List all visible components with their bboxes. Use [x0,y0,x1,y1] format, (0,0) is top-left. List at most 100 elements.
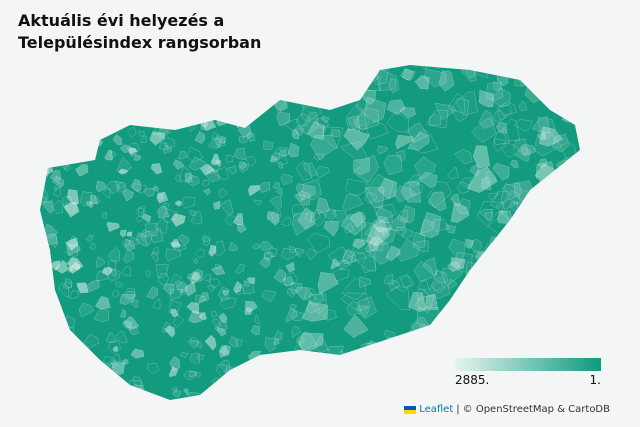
municipality-cell [129,146,138,155]
municipality-cell [418,279,430,292]
leaflet-link[interactable]: Leaflet [419,404,454,415]
municipality-cell [539,126,564,147]
municipality-cell [169,65,182,77]
municipality-cell [114,65,126,66]
municipality-cell [222,65,233,72]
municipality-cell [299,67,318,82]
municipality-cell [246,277,256,285]
municipality-cell [356,65,374,77]
municipality-cell [315,117,330,132]
municipality-cell [315,166,330,179]
municipality-cell [180,352,189,358]
municipality-cell [150,251,159,263]
municipality-cell [107,267,121,282]
municipality-cell [323,220,339,237]
municipality-cell [561,284,579,301]
municipality-cell [133,153,141,161]
municipality-cell [570,316,580,344]
municipality-cell [158,65,174,69]
municipality-cell [135,104,145,114]
legend: 2885. 1. [455,358,601,387]
legend-labels: 2885. 1. [455,373,601,387]
municipality-cell [487,280,502,294]
municipality-cell [447,166,459,179]
municipality-cell [63,163,71,172]
municipality-cell [296,335,305,344]
municipality-cell [178,94,192,113]
municipality-cell [454,252,473,274]
municipality-cell [245,156,257,167]
municipality-cell [266,210,280,226]
municipality-cell [561,230,575,243]
municipality-cell [281,78,295,91]
municipality-cell [86,279,100,292]
municipality-cell [544,325,557,335]
municipality-cell [487,307,506,325]
municipality-cell [205,169,221,183]
municipality-cell [322,126,344,150]
municipality-cell [397,388,411,400]
municipality-cell [222,86,230,96]
municipality-cell [81,354,91,366]
municipality-cell [490,87,512,108]
municipality-cell [100,79,114,94]
municipality-cell [108,260,117,271]
municipality-cell [494,311,516,331]
municipality-cell [364,187,385,209]
municipality-cell [496,271,509,282]
municipality-cell [360,73,372,86]
municipality-cell [122,187,135,202]
municipality-cell [356,296,377,320]
municipality-cell [40,338,46,345]
municipality-cell [144,223,158,237]
municipality-cell [115,181,126,193]
municipality-cell [170,239,181,248]
municipality-cell [518,100,528,112]
municipality-cell [414,75,430,90]
municipality-cell [447,92,466,114]
municipality-cell [85,140,96,150]
municipality-cell [310,209,327,227]
municipality-cell [244,390,256,400]
municipality-cell [558,230,580,253]
municipality-cell [342,361,359,381]
municipality-cell [304,210,321,223]
municipality-cell [496,121,507,134]
municipality-cell [341,277,367,301]
municipality-cell [50,260,61,271]
municipality-cell [542,300,562,322]
municipality-cell [567,224,580,239]
municipality-cell [130,348,145,359]
municipality-cell [343,314,369,338]
municipality-cell [186,392,201,400]
municipality-cell [340,292,371,312]
municipality-cell [163,136,176,150]
municipality-cell [291,203,307,217]
municipality-cell [269,155,278,163]
municipality-cell [402,355,419,367]
municipality-cell [133,110,143,123]
municipality-cell [246,132,253,139]
municipality-cell [63,326,76,343]
municipality-cell [495,295,505,307]
municipality-cell [130,178,142,193]
municipality-cell [164,103,180,118]
municipality-cell [224,378,239,393]
municipality-cell [450,194,461,207]
municipality-cell [314,395,333,400]
municipality-cell [76,282,89,294]
municipality-cell [388,77,399,94]
municipality-cell [156,191,169,204]
municipality-cell [112,134,123,145]
municipality-cell [196,341,203,349]
municipality-cell [157,193,163,200]
municipality-cell [364,235,389,265]
municipality-cell [304,287,317,302]
municipality-cell [280,391,292,400]
municipality-cell [212,377,223,388]
municipality-cell [472,276,498,299]
municipality-cell [249,65,261,71]
country-shape [40,65,580,400]
municipality-cell [233,147,246,160]
municipality-cell [254,314,260,324]
